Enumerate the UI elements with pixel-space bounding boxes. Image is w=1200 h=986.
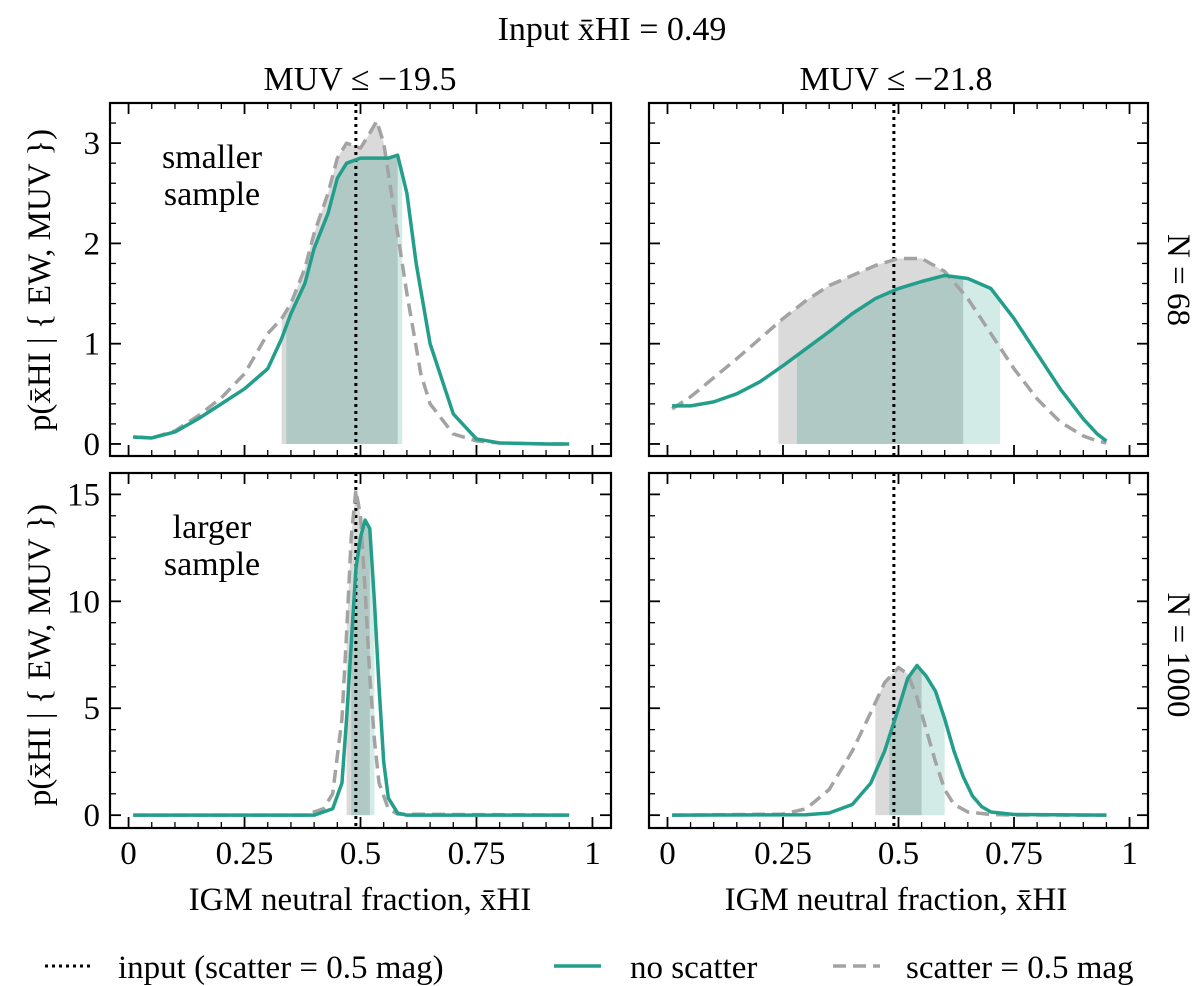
panel-annotation: smaller xyxy=(162,139,263,176)
y-tick-label: 10 xyxy=(67,584,100,620)
plot-area xyxy=(672,473,1107,828)
xlabel-left: IGM neutral fraction, x̄HI xyxy=(189,882,532,918)
panel-bottom-right: 0 0.25 0.5 0.75 1 xyxy=(647,471,1150,872)
overlap-credible-band xyxy=(889,665,922,816)
figure-suptitle: Input x̄HI = 0.49 xyxy=(498,11,727,48)
x-tick-label: 0.75 xyxy=(985,836,1043,872)
no-scatter-curve xyxy=(672,663,1107,817)
plot-area xyxy=(133,473,570,828)
xlabel-right: IGM neutral fraction, x̄HI xyxy=(725,882,1068,918)
legend-label-no-scatter: no scatter xyxy=(630,950,757,986)
legend-label-scatter: scatter = 0.5 mag xyxy=(906,950,1134,986)
panel-annotation: sample xyxy=(164,546,260,583)
x-tick-label: 1 xyxy=(1121,836,1138,872)
x-tick-label: 0.25 xyxy=(216,836,274,872)
x-tick-label: 0.25 xyxy=(754,836,812,872)
legend-label-input: input (scatter = 0.5 mag) xyxy=(118,950,444,986)
x-tick-label: 0 xyxy=(659,836,676,872)
x-tick-label: 0.75 xyxy=(448,836,506,872)
no-scatter-curve xyxy=(672,273,1108,443)
panel-top-right xyxy=(647,101,1150,458)
y-tick-label: 1 xyxy=(84,327,101,363)
ylabel-top: p(x̄HI | { EW, MUV }) xyxy=(22,129,58,431)
overlap-credible-band xyxy=(286,155,398,444)
scatter-curve xyxy=(672,665,1107,817)
scatter-curve xyxy=(133,488,570,817)
x-tick-label: 0.5 xyxy=(878,836,919,872)
ylabel-bottom: p(x̄HI | { EW, MUV }) xyxy=(22,504,58,806)
x-tick-label: 1 xyxy=(584,836,601,872)
y-tick-label: 2 xyxy=(84,226,101,262)
y-tick-label: 0 xyxy=(84,427,101,463)
panel-title-left: MUV ≤ −19.5 xyxy=(263,61,456,98)
plot-area xyxy=(133,103,570,456)
row-label-n1000: N = 1000 xyxy=(1160,593,1196,718)
no-scatter-curve xyxy=(133,153,570,446)
y-tick-label: 3 xyxy=(84,126,101,162)
panel-title-right: MUV ≤ −21.8 xyxy=(799,61,992,98)
x-tick-label: 0 xyxy=(120,836,137,872)
y-tick-label: 0 xyxy=(84,798,101,834)
x-tick-label: 0.5 xyxy=(340,836,381,872)
legend: input (scatter = 0.5 mag) no scatter sca… xyxy=(45,950,1134,986)
scatter-curve xyxy=(671,256,1107,445)
y-tick-label: 5 xyxy=(84,691,101,727)
panel-annotation: larger xyxy=(173,509,252,546)
scatter-curve xyxy=(133,119,570,446)
panel-annotation: sample xyxy=(164,176,260,213)
plot-area xyxy=(671,103,1108,456)
no-scatter-curve xyxy=(133,518,570,817)
y-tick-label: 15 xyxy=(67,477,100,513)
overlap-credible-band xyxy=(796,275,964,444)
row-label-n68: N = 68 xyxy=(1160,234,1196,326)
